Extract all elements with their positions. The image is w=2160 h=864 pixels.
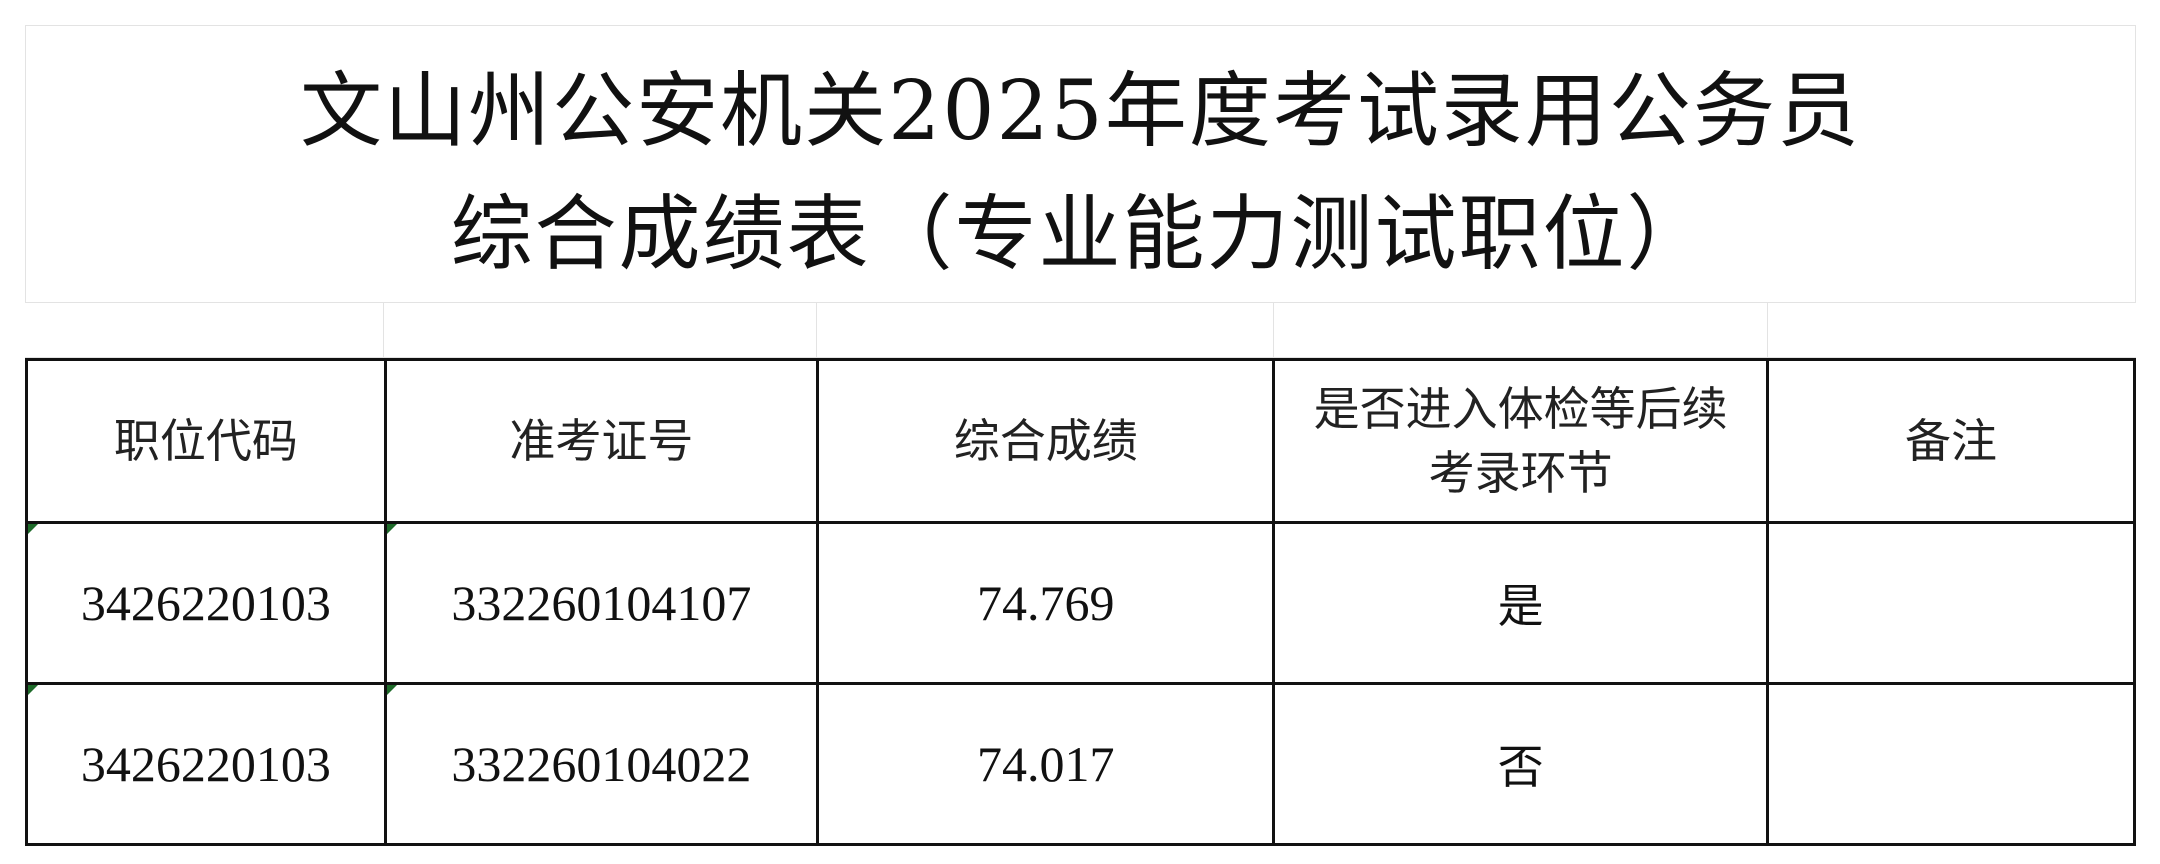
- position-code-cell: 3426220103: [25, 682, 387, 846]
- header-total-score: 综合成绩: [816, 358, 1276, 524]
- header-exam-number: 准考证号: [383, 358, 820, 524]
- next-stage: 否: [1272, 682, 1769, 846]
- header-next-stage: 是否进入体检等后续考录环节: [1272, 358, 1769, 524]
- position-code: 3426220103: [80, 736, 331, 792]
- exam-number-cell: 332260104022: [383, 682, 820, 846]
- text-format-marker-icon: [28, 524, 38, 534]
- table-row: 3426220103 332260104107 74.769 是: [25, 521, 2136, 685]
- title-area: 文山州公安机关2025年度考试录用公务员 综合成绩表（专业能力测试职位）: [25, 25, 2136, 303]
- remarks: [1766, 682, 2136, 846]
- total-score: 74.017: [816, 682, 1276, 846]
- table-row: 3426220103 332260104022 74.017 否: [25, 682, 2136, 846]
- position-code: 3426220103: [80, 575, 331, 631]
- text-format-marker-icon: [386, 524, 397, 534]
- blank-cell: [1768, 303, 2136, 358]
- header-next-stage-label: 是否进入体检等后续考录环节: [1313, 381, 1728, 500]
- total-score: 74.769: [816, 521, 1276, 685]
- exam-number: 332260104022: [451, 736, 752, 792]
- text-format-marker-icon: [386, 685, 397, 695]
- remarks: [1766, 521, 2136, 685]
- header-row: 职位代码 准考证号 综合成绩 是否进入体检等后续考录环节 备注: [25, 358, 2136, 524]
- next-stage: 是: [1272, 521, 1769, 685]
- score-table: 职位代码 准考证号 综合成绩 是否进入体检等后续考录环节 备注 34262201…: [25, 358, 2136, 846]
- text-format-marker-icon: [28, 685, 38, 695]
- title-line-1: 文山州公安机关2025年度考试录用公务员: [300, 64, 1861, 159]
- header-remarks: 备注: [1766, 358, 2136, 524]
- position-code-cell: 3426220103: [25, 521, 387, 685]
- blank-cell: [384, 303, 817, 358]
- blank-cell: [817, 303, 1274, 358]
- blank-cell: [1274, 303, 1768, 358]
- header-position-code: 职位代码: [25, 358, 387, 524]
- blank-row: [25, 303, 2136, 358]
- blank-cell: [25, 303, 384, 358]
- title-line-2: 综合成绩表（专业能力测试职位）: [450, 187, 1711, 282]
- exam-number: 332260104107: [451, 575, 752, 631]
- exam-number-cell: 332260104107: [383, 521, 820, 685]
